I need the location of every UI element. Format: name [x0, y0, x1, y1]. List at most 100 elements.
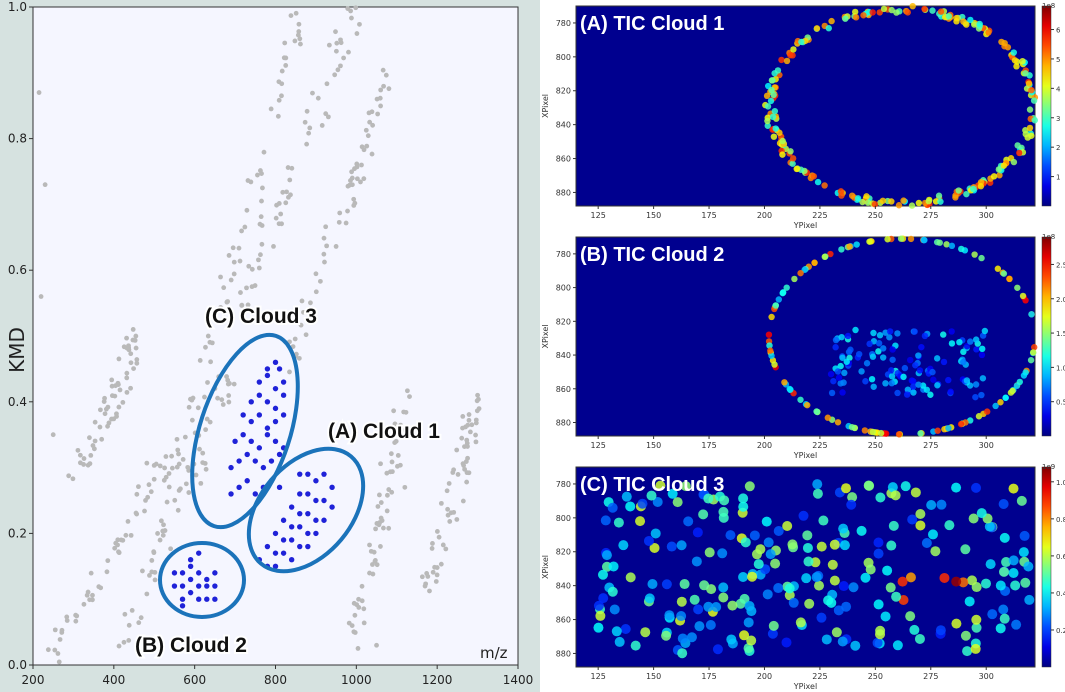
cloud-point [260, 464, 267, 471]
background-point [87, 461, 93, 467]
heatmap-hotspot [839, 354, 846, 361]
heatmap-ylabel: XPixel [541, 94, 550, 118]
cloud-point [272, 418, 279, 425]
heatmap-hotspot [821, 182, 828, 189]
heatmap-hotspot [838, 246, 845, 253]
heatmap-hotspot [747, 571, 758, 582]
heatmap-hotspot [818, 515, 829, 526]
background-point [36, 90, 42, 95]
cloud-point [272, 550, 279, 556]
background-point [134, 360, 140, 366]
cloud2-label: (B) Cloud 2 [135, 634, 247, 657]
heatmap-hotspot [888, 520, 899, 531]
heatmap-hotspot [889, 356, 896, 363]
heatmap-hotspot [834, 419, 842, 426]
background-point [97, 407, 103, 413]
background-point [115, 382, 121, 387]
background-point [226, 399, 232, 405]
heatmap-hotspot [598, 593, 609, 604]
heatmap-hotspot [768, 352, 775, 359]
heatmap-hotspot [781, 637, 792, 648]
cloud-point [196, 583, 202, 589]
background-point [200, 450, 206, 456]
heatmap-hotspot [784, 583, 795, 594]
heatmap-hotspot [895, 431, 903, 438]
heatmap-hotspot [1008, 483, 1019, 494]
background-point [447, 519, 453, 524]
background-point [116, 404, 122, 410]
heatmap-hotspot [764, 117, 771, 125]
background-point [185, 464, 191, 470]
background-point [126, 622, 132, 628]
heatmap-hotspot [775, 296, 783, 303]
heatmap-hotspot [866, 340, 873, 348]
heatmap-hotspot [862, 378, 869, 385]
background-point [323, 111, 329, 117]
heatmap-hotspot [930, 376, 937, 383]
cloud3-ellipse [190, 332, 300, 530]
background-point [351, 600, 357, 606]
background-point [370, 122, 376, 128]
heatmap-hotspot [683, 516, 694, 527]
heatmap-hotspot [784, 590, 795, 601]
background-point [128, 385, 133, 391]
heatmap-hotspot [970, 185, 977, 193]
heatmap-xlabel: YPixel [793, 682, 817, 691]
cloud-point [179, 570, 186, 576]
heatmap-hotspot [996, 172, 1003, 179]
x-tick-label: 275 [923, 672, 938, 681]
heatmap-hotspot [876, 9, 883, 16]
background-point [124, 335, 129, 341]
heatmap-hotspot [915, 520, 926, 531]
heatmap-signal [593, 479, 1035, 659]
background-point [351, 629, 357, 635]
heatmap-hotspot [987, 609, 998, 620]
heatmap-hotspot [782, 520, 793, 531]
heatmap-hotspot [909, 624, 920, 635]
background-point [255, 172, 260, 178]
heatmap-hotspot [893, 9, 900, 16]
cloud-point [305, 543, 311, 550]
heatmap-hotspot [1014, 284, 1021, 291]
background-point [287, 177, 293, 183]
heatmap-hotspot [1022, 70, 1029, 77]
heatmap-hotspot [597, 569, 608, 580]
heatmap-hotspot [953, 18, 960, 25]
background-point [464, 479, 470, 485]
cloud-point [268, 458, 275, 464]
heatmap-hotspot [842, 15, 849, 22]
heatmap-hotspot [951, 482, 962, 493]
background-point [112, 545, 118, 551]
background-point [57, 637, 63, 642]
background-point [128, 360, 134, 366]
heatmap-hotspot [601, 550, 612, 561]
heatmap-hotspot [827, 370, 835, 378]
colorbar-tick-label: 0.4 [1056, 590, 1065, 598]
cloud-point [256, 412, 263, 418]
x-tick-label: 300 [979, 672, 994, 681]
background-point [315, 95, 321, 101]
heatmap-hotspot [811, 259, 818, 266]
heatmap-hotspot [915, 509, 926, 520]
heatmap-hotspot [1010, 580, 1021, 591]
cloud-point [280, 392, 287, 398]
heatmap-hotspot [625, 572, 636, 583]
background-point [292, 38, 298, 44]
background-point [466, 417, 472, 423]
heatmap-hotspot [868, 375, 876, 383]
heatmap-hotspot [825, 25, 832, 32]
heatmap-hotspot [858, 368, 865, 375]
background-point [176, 461, 182, 467]
heatmap-hotspot [821, 634, 832, 645]
background-point [463, 459, 469, 464]
background-point [271, 243, 276, 249]
heatmap-hotspot [956, 338, 963, 346]
background-point [356, 596, 361, 602]
background-point [279, 221, 284, 227]
cloud-point [204, 583, 210, 589]
cloud-point [248, 399, 254, 405]
heatmap-hotspot [718, 592, 729, 603]
colorbar-exponent: 1e9 [1042, 463, 1055, 471]
heatmap-hotspot [943, 241, 950, 248]
background-point [74, 613, 80, 619]
